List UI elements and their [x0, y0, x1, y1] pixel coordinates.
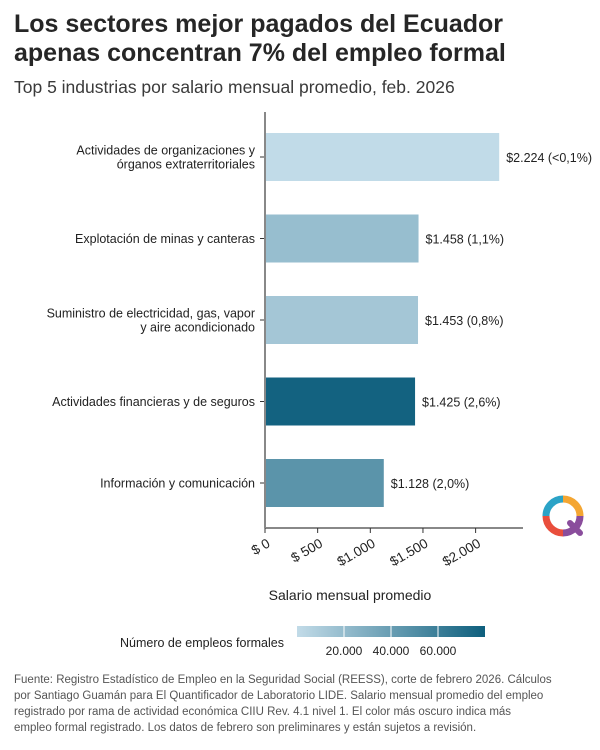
x-tick-label-3: $1.000 [335, 536, 378, 570]
category-label-2: Explotación de minas y canteras [75, 232, 255, 246]
bar-2 [266, 214, 419, 263]
bar-5 [266, 459, 384, 507]
x-tick-label-1: $ 0 [249, 536, 273, 558]
bar-1 [266, 133, 500, 181]
category-label-5: Información y comunicación [100, 477, 255, 491]
category-label-1-line-1: Actividades de organizaciones y [76, 144, 255, 158]
x-tick-label-4: $1.500 [387, 536, 430, 570]
category-label-2-line-1: Explotación de minas y canteras [75, 232, 255, 246]
data-label-2: $1.458 (1,1%) [426, 233, 505, 247]
data-label-5: $1.128 (2,0%) [391, 477, 470, 491]
data-label-3: $1.453 (0,8%) [425, 314, 504, 328]
data-label-1: $2.224 (<0,1%) [506, 151, 592, 165]
category-label-4-line-1: Actividades financieras y de seguros [52, 395, 255, 409]
source-caption: Fuente: Registro Estadístico de Empleo e… [14, 672, 589, 736]
category-label-3-line-2: y aire acondicionado [140, 321, 255, 335]
category-label-3: Suministro de electricidad, gas, vapor y … [47, 307, 255, 335]
bar-3 [266, 296, 419, 344]
chart-title: Los sectores mejor pagados del Ecuador a… [14, 10, 589, 68]
chart-title-line-2: apenas concentran 7% del empleo formal [14, 39, 506, 67]
x-tick-label-5: $2.000 [440, 536, 483, 570]
category-label-1-line-2: órganos extraterritoriales [117, 158, 255, 172]
chart-subtitle: Top 5 industrias por salario mensual pro… [14, 77, 455, 97]
category-label-1: Actividades de organizaciones y órganos e… [76, 144, 255, 172]
caption-line-3: registrado por rama de actividad económi… [14, 706, 512, 718]
legend-tick-label-2: 40.000 [373, 644, 410, 658]
legend-tick-label-1: 20.000 [326, 644, 363, 658]
bar-chart: $2.224 (<0,1%) Actividades de organizacio… [47, 112, 592, 658]
caption-line-2: por Santiago Guamán para El Quantificado… [14, 690, 544, 702]
bar-4 [266, 377, 416, 426]
legend-title: Número de empleos formales [120, 636, 284, 650]
legend-tick-label-3: 60.000 [420, 644, 457, 658]
x-tick-label-2: $ 500 [288, 536, 325, 566]
category-label-4: Actividades financieras y de seguros [52, 395, 255, 409]
category-label-3-line-1: Suministro de electricidad, gas, vapor [47, 307, 255, 321]
chart-title-line-1: Los sectores mejor pagados del Ecuador [14, 10, 504, 38]
quantificador-logo-icon [542, 495, 584, 537]
data-label-4: $1.425 (2,6%) [422, 396, 501, 410]
caption-line-4: empleo formal registrado. Los datos de f… [14, 722, 477, 734]
x-axis-title: Salario mensual promedio [269, 587, 432, 603]
caption-line-1: Fuente: Registro Estadístico de Empleo e… [14, 674, 552, 686]
category-label-5-line-1: Información y comunicación [100, 477, 255, 491]
